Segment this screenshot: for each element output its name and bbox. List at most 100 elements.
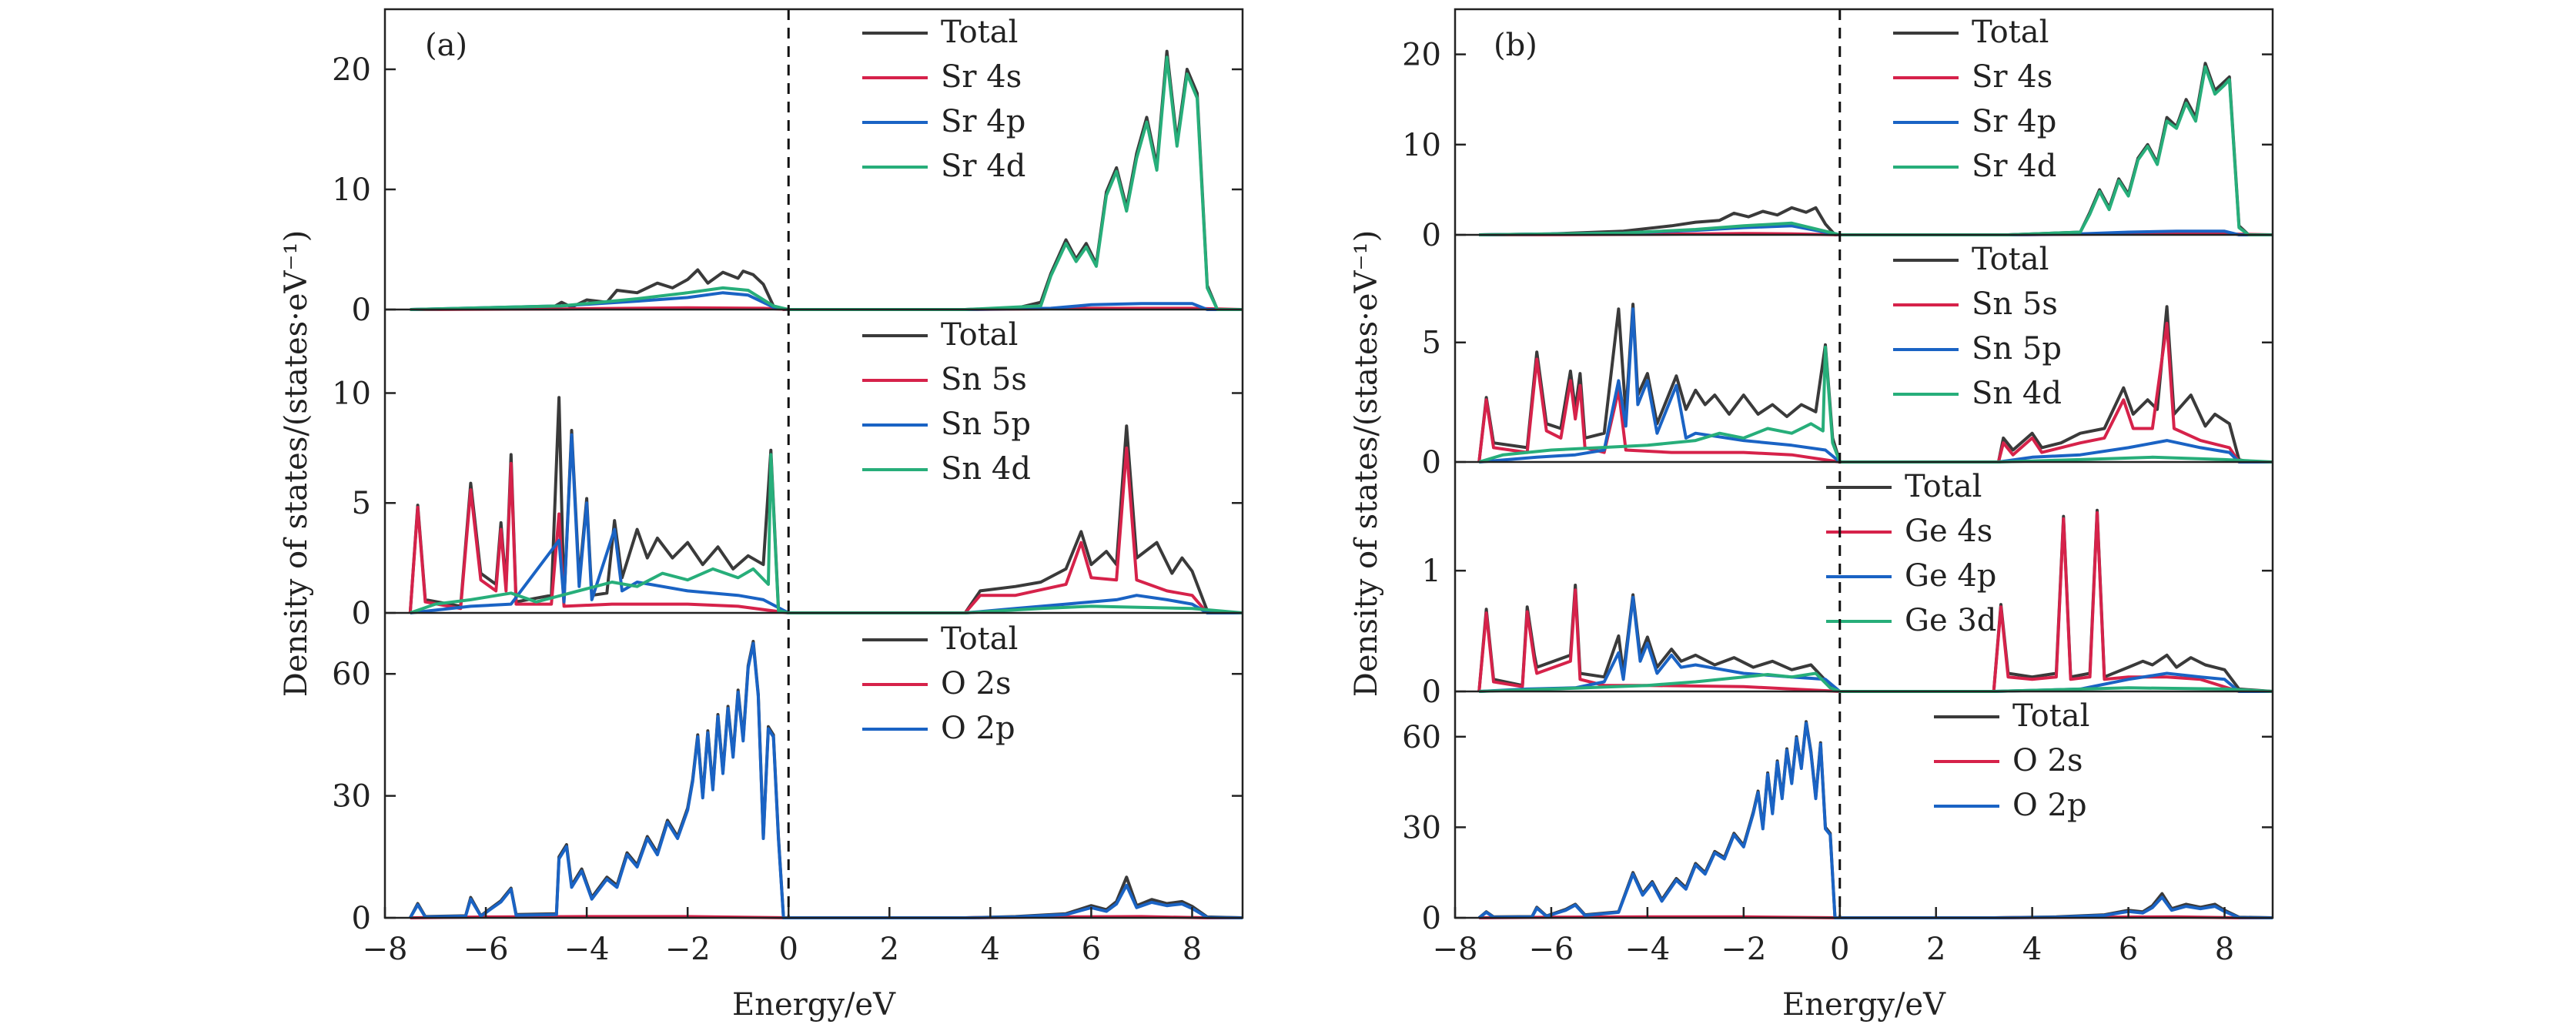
series-sr-4d bbox=[1479, 65, 2273, 236]
legend: Total O 2s O 2p bbox=[862, 621, 1018, 746]
legend-label: Ge 4s bbox=[1905, 514, 1992, 549]
x-tick-label: 8 bbox=[2215, 932, 2234, 967]
series-total bbox=[1477, 508, 2273, 693]
legend-label: Sr 4s bbox=[1972, 59, 2052, 95]
legend-label: Total bbox=[1972, 15, 2049, 50]
legend-label: Sr 4d bbox=[1972, 149, 2056, 184]
legend-label: Ge 4p bbox=[1905, 558, 1996, 594]
x-tick-label: −6 bbox=[1528, 932, 1574, 967]
legend-label: Total bbox=[941, 621, 1018, 657]
series-total bbox=[1477, 303, 2273, 464]
subpanel-3: 0 30 60 Total O 2s O 2p bbox=[332, 611, 1243, 936]
y-tick-label: 0 bbox=[352, 596, 371, 631]
x-axis-title: Energy/eV bbox=[732, 987, 896, 1023]
x-tick-label: 0 bbox=[779, 932, 798, 967]
legend-label: Total bbox=[1972, 242, 2049, 277]
series-total bbox=[1479, 62, 2273, 236]
legend-label: Sn 5p bbox=[941, 407, 1031, 442]
legend: Total Sr 4s Sr 4p Sr 4d bbox=[862, 15, 1025, 184]
legend: Total Sr 4s Sr 4p Sr 4d bbox=[1893, 15, 2056, 184]
y-tick-label: 30 bbox=[332, 779, 371, 815]
subpanel-4: 0 30 60 Total O 2s O 2p bbox=[1402, 690, 2273, 936]
y-tick-label: 10 bbox=[332, 172, 371, 208]
series-sn-5s bbox=[1477, 321, 2273, 464]
y-tick-label: 0 bbox=[352, 293, 371, 328]
legend-label: Sr 4s bbox=[941, 59, 1022, 95]
y-tick-label: 1 bbox=[1422, 554, 1441, 589]
series-total bbox=[409, 640, 1243, 919]
subpanel-2: 0 5 10 Total Sn 5s Sn 5p Sn 4d bbox=[332, 308, 1243, 631]
legend-label: Sn 5p bbox=[1972, 331, 2062, 367]
x-axis-title: Energy/eV bbox=[1782, 987, 1946, 1023]
series-total bbox=[1477, 720, 2273, 919]
legend-label: O 2p bbox=[2012, 788, 2087, 823]
y-tick-label: 60 bbox=[1402, 720, 1441, 755]
series-sn-4d bbox=[410, 453, 1243, 614]
series-sn-5p bbox=[410, 433, 1243, 614]
legend-label: Sn 5s bbox=[1972, 286, 2058, 322]
y-tick-label: 20 bbox=[1402, 38, 1441, 73]
y-tick-label: 5 bbox=[352, 486, 371, 521]
plot-frame bbox=[1454, 8, 2274, 919]
series-sn-4d bbox=[1478, 345, 2273, 464]
legend-label: Total bbox=[1905, 469, 1982, 504]
legend: Total Ge 4s Ge 4p Ge 3d bbox=[1826, 469, 1996, 638]
series-o-2p bbox=[409, 641, 1243, 919]
y-tick-label: 60 bbox=[332, 657, 371, 692]
x-tick-label: −2 bbox=[1721, 932, 1766, 967]
subpanel-2: 0 5 Total Sn 5s Sn 5p Sn 4d bbox=[1422, 233, 2273, 480]
y-tick-label: 0 bbox=[1422, 218, 1441, 253]
x-tick-label: 2 bbox=[880, 932, 899, 967]
x-tick-label: 4 bbox=[981, 932, 1000, 967]
subpanel-3: 0 1 Total Ge 4s Ge 4p Ge 3d bbox=[1422, 460, 2273, 710]
panel-label: (a) bbox=[425, 28, 467, 63]
legend-label: Sr 4p bbox=[1972, 104, 2056, 139]
x-tick-label: 0 bbox=[1830, 932, 1849, 967]
legend: Total Sn 5s Sn 5p Sn 4d bbox=[1893, 242, 2062, 411]
subpanel-1: 0 10 20 Total Sr 4s Sr 4p Sr 4d bbox=[332, 15, 1243, 328]
legend-label: Total bbox=[941, 317, 1018, 353]
series-o-2p bbox=[1477, 721, 2273, 919]
y-tick-label: 0 bbox=[1422, 675, 1441, 710]
legend-label: Sn 5s bbox=[941, 362, 1027, 397]
x-tick-label: 6 bbox=[2119, 932, 2138, 967]
series-ge-4p bbox=[1479, 595, 2273, 693]
legend-label: Ge 3d bbox=[1905, 603, 1996, 638]
x-tick-label: 2 bbox=[1926, 932, 1945, 967]
x-tick-label: −6 bbox=[463, 932, 509, 967]
legend: Total Sn 5s Sn 5p Sn 4d bbox=[862, 317, 1031, 487]
y-tick-label: 10 bbox=[1402, 128, 1441, 163]
legend-label: Sr 4d bbox=[941, 149, 1025, 184]
series-sn-5s bbox=[408, 446, 1243, 614]
y-tick-label: 0 bbox=[1422, 901, 1441, 936]
legend-label: Sn 4d bbox=[941, 451, 1031, 487]
panel-label: (b) bbox=[1494, 28, 1537, 63]
x-tick-label: −8 bbox=[363, 932, 408, 967]
x-tick-label: 6 bbox=[1082, 932, 1101, 967]
legend-label: Sr 4p bbox=[941, 104, 1025, 139]
y-axis-title: Density of states/(states·eV⁻¹) bbox=[279, 230, 314, 697]
y-tick-label: 30 bbox=[1402, 810, 1441, 845]
plot-frame bbox=[383, 8, 1244, 919]
series-sr-4d bbox=[410, 55, 1243, 311]
x-tick-label: 4 bbox=[2022, 932, 2042, 967]
y-tick-label: 0 bbox=[352, 901, 371, 936]
legend-label: O 2p bbox=[941, 711, 1015, 746]
y-axis-title: Density of states/(states·eV⁻¹) bbox=[1349, 230, 1384, 697]
legend-label: Sn 4d bbox=[1972, 376, 2062, 411]
legend: Total O 2s O 2p bbox=[1934, 698, 2089, 823]
legend-label: Total bbox=[941, 15, 1018, 50]
y-tick-label: 0 bbox=[1422, 445, 1441, 480]
y-tick-label: 10 bbox=[332, 376, 371, 411]
y-tick-label: 5 bbox=[1422, 326, 1441, 361]
series-sn-5p bbox=[1479, 307, 2273, 464]
legend-label: O 2s bbox=[2012, 743, 2083, 778]
legend-label: Total bbox=[2012, 698, 2089, 734]
x-tick-label: −8 bbox=[1433, 932, 1478, 967]
legend-label: O 2s bbox=[941, 666, 1011, 701]
x-tick-label: −4 bbox=[564, 932, 610, 967]
series-ge-3d bbox=[1479, 671, 2273, 693]
